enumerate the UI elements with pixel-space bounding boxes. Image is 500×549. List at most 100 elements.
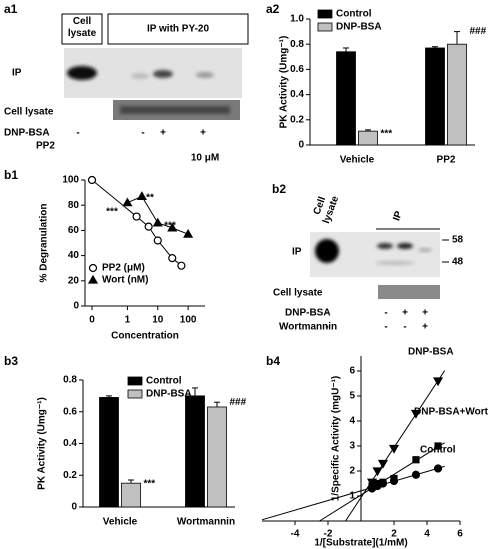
treatment-label: DNP-BSA bbox=[285, 308, 331, 319]
point bbox=[177, 261, 186, 270]
point bbox=[144, 222, 153, 231]
legend-swatch bbox=[317, 9, 333, 19]
point bbox=[389, 476, 399, 486]
panel-label: b2 bbox=[272, 182, 286, 196]
point bbox=[411, 470, 421, 479]
band bbox=[131, 73, 149, 79]
point bbox=[136, 191, 147, 200]
treatment-sign: + bbox=[422, 322, 428, 333]
legend-label: Control bbox=[336, 9, 372, 20]
bar bbox=[185, 395, 205, 508]
mw-marker: 58 bbox=[452, 235, 464, 246]
annotation: *** bbox=[381, 129, 393, 140]
point bbox=[372, 467, 383, 477]
y-axis-label: PK Activity (Umg⁻¹) bbox=[37, 397, 48, 490]
y-tick-label: 3 bbox=[349, 441, 355, 452]
x-tick-label: Vehicle bbox=[340, 155, 375, 166]
blot bbox=[378, 285, 440, 299]
annotation: *** bbox=[164, 221, 176, 232]
point bbox=[87, 175, 97, 185]
x-tick-label: -2 bbox=[324, 529, 333, 540]
band bbox=[397, 243, 413, 249]
band bbox=[196, 72, 214, 78]
legend-swatch bbox=[127, 389, 143, 399]
treatment-sign: + bbox=[200, 128, 206, 139]
y-tick-label: 100 bbox=[62, 175, 79, 186]
x-tick-label: 10 bbox=[152, 315, 164, 326]
point bbox=[388, 444, 400, 454]
y-tick-label: 2 bbox=[349, 466, 355, 477]
point bbox=[122, 197, 133, 207]
panel-label: a2 bbox=[266, 2, 280, 16]
point bbox=[434, 442, 442, 450]
y-tick-label: 0 bbox=[298, 140, 304, 151]
treatment-label: Wortmannin bbox=[279, 322, 337, 333]
y-tick-label: 0.6 bbox=[63, 406, 77, 417]
mw-marker: 48 bbox=[452, 257, 464, 268]
x-tick-label: 2 bbox=[391, 529, 397, 540]
band bbox=[377, 243, 393, 249]
y-tick-label: 0.2 bbox=[290, 114, 304, 125]
x-tick-label: -4 bbox=[291, 529, 300, 540]
point bbox=[433, 464, 443, 473]
panel-label: b3 bbox=[4, 354, 18, 368]
y-axis-label: 1/Specific Activity (mgU⁻¹) bbox=[331, 376, 342, 502]
legend-label: PP2 (μM) bbox=[102, 263, 145, 274]
legend-label: Wort (nM) bbox=[102, 275, 148, 286]
y-tick-label: 0 bbox=[71, 502, 77, 513]
x-tick-label: Vehicle bbox=[103, 517, 138, 528]
treatment-sign: - bbox=[403, 322, 406, 333]
y-tick-label: 40 bbox=[68, 250, 80, 261]
point bbox=[132, 212, 141, 221]
row-label: Cell lysate bbox=[4, 107, 54, 118]
treatment-sign: - bbox=[325, 322, 328, 333]
y-tick-label: 20 bbox=[68, 275, 80, 286]
bar bbox=[121, 482, 141, 508]
x-tick-label: 0 bbox=[89, 315, 95, 326]
series-label: Control bbox=[420, 445, 456, 456]
x-tick-label: 100 bbox=[180, 315, 197, 326]
header-box bbox=[107, 13, 249, 45]
point bbox=[152, 217, 163, 227]
legend-swatch bbox=[317, 22, 333, 32]
y-tick-label: 1.0 bbox=[290, 14, 304, 25]
annotation: *** bbox=[106, 207, 118, 218]
series-label: DNP-BSA bbox=[408, 347, 454, 358]
header-box-label: Cell lysate bbox=[67, 16, 97, 39]
legend-label: Control bbox=[146, 376, 182, 387]
point bbox=[87, 274, 99, 284]
band bbox=[418, 248, 432, 252]
band bbox=[375, 261, 415, 265]
header-box bbox=[61, 13, 103, 45]
point bbox=[167, 222, 178, 232]
y-axis-label: PK Activity (Umg⁻¹) bbox=[279, 36, 290, 129]
treatment-sign: + bbox=[402, 308, 408, 319]
x-tick-label: Wortmannin bbox=[177, 517, 235, 528]
bar bbox=[447, 43, 467, 146]
point bbox=[378, 479, 388, 488]
y-tick-label: 0.2 bbox=[63, 470, 77, 481]
x-tick-label: 4 bbox=[424, 529, 430, 540]
y-tick-label: 0.6 bbox=[290, 64, 304, 75]
y-tick-label: 0.8 bbox=[290, 39, 304, 50]
point bbox=[410, 409, 421, 419]
row-label: Cell lysate bbox=[273, 288, 323, 299]
treatment-sign: - bbox=[325, 308, 328, 319]
dose-label: 10 μM bbox=[191, 153, 219, 164]
treatment-label: PP2 bbox=[36, 141, 55, 152]
treatment-sign: - bbox=[384, 308, 387, 319]
bar bbox=[336, 51, 356, 146]
bar bbox=[358, 130, 378, 146]
point bbox=[412, 456, 420, 464]
treatment-label: DNP-BSA bbox=[4, 128, 50, 139]
legend-label: DNP-BSA bbox=[146, 389, 192, 400]
y-tick-label: 0.4 bbox=[290, 89, 304, 100]
point bbox=[183, 228, 194, 238]
y-axis-label: % Degranulation bbox=[39, 204, 50, 283]
y-tick-label: 4 bbox=[349, 416, 355, 427]
blot-header: IP bbox=[391, 209, 405, 222]
legend-swatch bbox=[127, 376, 143, 386]
point bbox=[168, 254, 177, 263]
y-tick-label: 0.8 bbox=[63, 375, 77, 386]
